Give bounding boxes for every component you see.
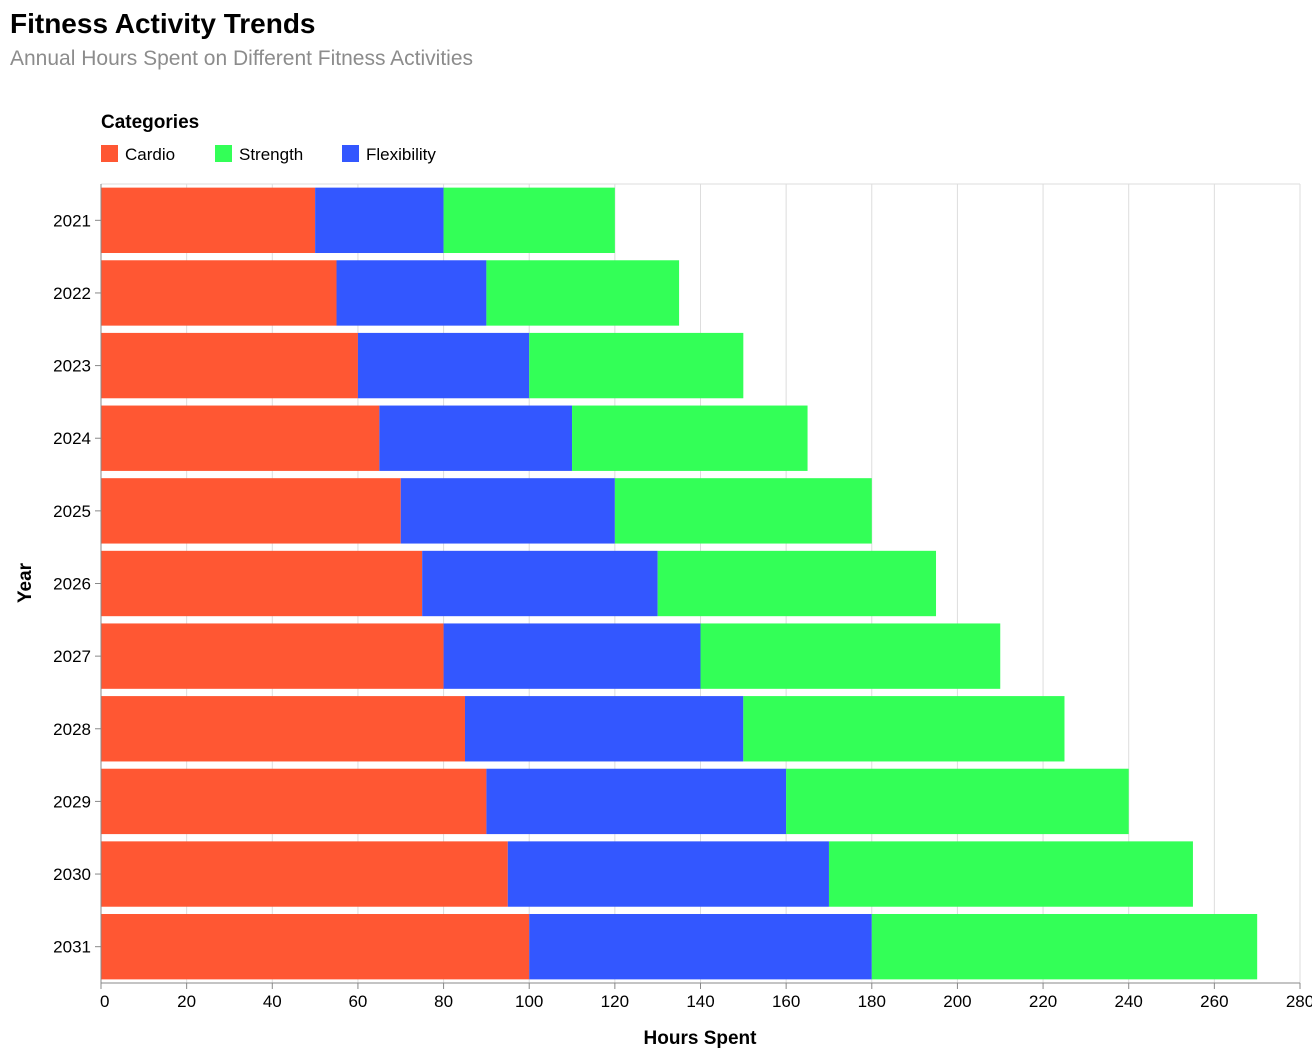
bar-cardio-2027	[101, 623, 444, 689]
y-tick-label-2021: 2021	[53, 211, 91, 230]
x-tick-label-200: 200	[943, 992, 971, 1011]
x-tick-label-80: 80	[434, 992, 453, 1011]
bar-strength-2031	[871, 913, 1258, 980]
x-tick-label-60: 60	[348, 992, 367, 1011]
bar-cardio-2025	[101, 478, 401, 544]
chart-subtitle: Annual Hours Spent on Different Fitness …	[10, 47, 473, 70]
bar-flexibility-2031	[529, 913, 872, 980]
bar-cardio-2028	[101, 696, 465, 762]
bar-strength-2027	[700, 623, 1001, 689]
legend-title: Categories	[101, 112, 199, 133]
y-tick-label-2022: 2022	[53, 284, 91, 303]
y-tick-label-2025: 2025	[53, 502, 91, 521]
x-tick-label-180: 180	[858, 992, 886, 1011]
x-tick-label-140: 140	[686, 992, 714, 1011]
bar-cardio-2022	[101, 260, 337, 326]
bar-flexibility-2028	[464, 696, 744, 762]
bar-flexibility-2027	[443, 623, 701, 689]
x-tick-label-240: 240	[1115, 992, 1143, 1011]
x-tick-label-20: 20	[177, 992, 196, 1011]
x-tick-label-220: 220	[1029, 992, 1057, 1011]
y-tick-label-2030: 2030	[53, 865, 91, 884]
bar-cardio-2030	[101, 841, 508, 907]
bar-flexibility-2023	[357, 332, 530, 399]
y-tick-label-2031: 2031	[53, 938, 91, 957]
bar-strength-2029	[786, 768, 1129, 835]
bar-flexibility-2026	[422, 550, 658, 617]
bar-strength-2025	[614, 478, 872, 544]
x-tick-label-120: 120	[601, 992, 629, 1011]
bar-flexibility-2025	[400, 478, 615, 544]
legend-swatch-flexibility	[342, 145, 359, 162]
y-axis-title: Year	[15, 562, 36, 603]
bar-strength-2028	[743, 696, 1065, 762]
x-axis-title: Hours Spent	[644, 1028, 758, 1049]
y-tick-label-2028: 2028	[53, 720, 91, 739]
bar-cardio-2024	[101, 405, 380, 471]
legend-swatch-strength	[215, 145, 232, 162]
bar-strength-2022	[486, 260, 680, 326]
y-tick-label-2027: 2027	[53, 647, 91, 666]
x-tick-label-0: 0	[100, 992, 109, 1011]
bar-flexibility-2022	[336, 260, 487, 326]
legend-label-flexibility: Flexibility	[366, 145, 436, 164]
bar-cardio-2023	[101, 332, 358, 399]
bar-cardio-2026	[101, 550, 423, 617]
bars	[101, 187, 1258, 980]
bar-strength-2023	[529, 332, 744, 399]
legend-swatch-cardio	[101, 145, 118, 162]
axes: 0 20 40 60 80 100 120 140 160 180 200 220 240 260 280 2…	[53, 184, 1312, 1011]
x-tick-label-100: 100	[515, 992, 543, 1011]
legend: Categories Cardio Strength Flexibility	[101, 112, 436, 164]
bar-flexibility-2021	[315, 187, 444, 254]
bar-strength-2030	[828, 841, 1193, 907]
chart-title: Fitness Activity Trends	[10, 8, 316, 39]
bar-strength-2024	[572, 405, 808, 471]
bar-cardio-2031	[101, 913, 530, 980]
bar-cardio-2021	[101, 187, 316, 254]
y-tick-label-2024: 2024	[53, 429, 91, 448]
bar-strength-2021	[443, 187, 615, 254]
legend-label-cardio: Cardio	[125, 145, 175, 164]
bar-strength-2026	[657, 550, 937, 617]
x-tick-label-260: 260	[1200, 992, 1228, 1011]
y-tick-label-2029: 2029	[53, 792, 91, 811]
x-tick-label-40: 40	[263, 992, 282, 1011]
bar-cardio-2029	[101, 768, 487, 835]
x-tick-label-160: 160	[772, 992, 800, 1011]
bar-flexibility-2024	[379, 405, 573, 471]
bar-flexibility-2029	[486, 768, 787, 835]
legend-label-strength: Strength	[239, 145, 303, 164]
y-tick-label-2023: 2023	[53, 357, 91, 376]
y-tick-label-2026: 2026	[53, 575, 91, 594]
x-tick-label-280: 280	[1286, 992, 1312, 1011]
bar-flexibility-2030	[507, 841, 829, 907]
